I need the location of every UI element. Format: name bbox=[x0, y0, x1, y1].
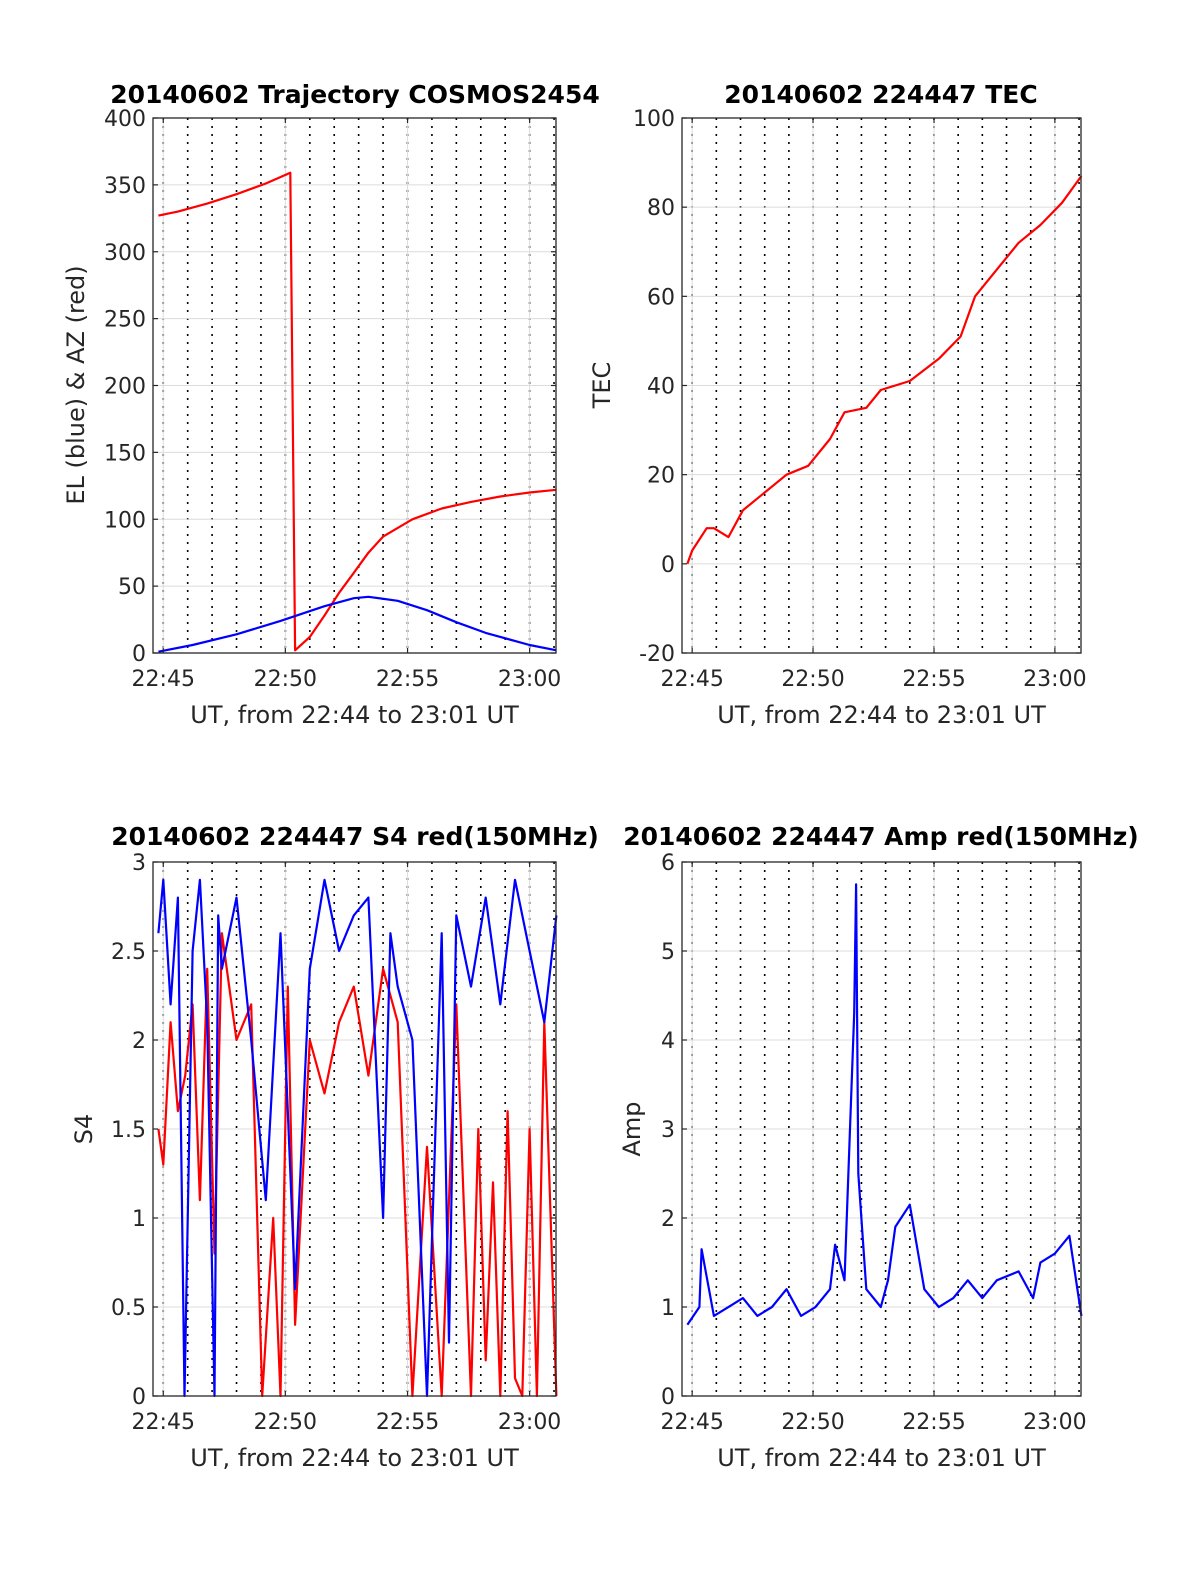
y-axis-label: Amp bbox=[618, 1101, 646, 1156]
y-tick-label: 200 bbox=[104, 375, 146, 400]
y-tick-label: 0 bbox=[661, 1385, 675, 1410]
y-tick-label: 20 bbox=[647, 464, 675, 489]
x-tick-label: 22:45 bbox=[660, 667, 723, 692]
chart-title: 20140602 224447 S4 red(150MHz) bbox=[111, 822, 599, 851]
y-tick-label: 2 bbox=[132, 1029, 146, 1054]
s4-panel: 0 0.5 1 1.5 2 2.5 3 22:45 22:50 22:55 23:00 2014060… bbox=[70, 822, 599, 1472]
y-tick-label: -20 bbox=[639, 642, 675, 667]
series-line-1 bbox=[158, 595, 557, 653]
y-tick-label: 3 bbox=[132, 851, 146, 876]
x-tick-label: 22:55 bbox=[376, 1410, 439, 1435]
y-tick-label: 1.5 bbox=[111, 1118, 146, 1143]
x-tick-label: 22:50 bbox=[781, 1410, 844, 1435]
y-tick-label: 1 bbox=[661, 1296, 675, 1321]
x-tick-label: 22:45 bbox=[660, 1410, 723, 1435]
y-tick-label: 5 bbox=[661, 940, 675, 965]
y-tick-label: 0 bbox=[132, 1385, 146, 1410]
series-line-0 bbox=[686, 175, 1083, 565]
y-tick-label: 100 bbox=[104, 508, 146, 533]
y-tick-label: 350 bbox=[104, 174, 146, 199]
x-axis-label: UT, from 22:44 to 23:01 UT bbox=[190, 1444, 519, 1472]
tec-panel: -20 0 20 40 60 80 100 22:45 22:50 22:55 23:00 20140… bbox=[588, 80, 1087, 729]
y-axis-label: EL (blue) & AZ (red) bbox=[62, 265, 90, 504]
y-axis-label: TEC bbox=[588, 362, 616, 410]
x-tick-label: 22:45 bbox=[132, 1410, 195, 1435]
x-axis-label: UT, from 22:44 to 23:01 UT bbox=[190, 701, 519, 729]
y-tick-label: 6 bbox=[661, 851, 675, 876]
x-tick-label: 23:00 bbox=[1023, 667, 1086, 692]
y-tick-label: 300 bbox=[104, 241, 146, 266]
y-tick-label: 250 bbox=[104, 308, 146, 333]
y-tick-label: 0 bbox=[132, 642, 146, 667]
series-line-0 bbox=[686, 883, 1083, 1326]
x-tick-label: 22:55 bbox=[902, 667, 965, 692]
series-line-0 bbox=[158, 171, 557, 652]
y-tick-label: 40 bbox=[647, 375, 675, 400]
y-tick-label: 2 bbox=[661, 1207, 675, 1232]
x-tick-label: 23:00 bbox=[1023, 1410, 1086, 1435]
y-tick-label: 100 bbox=[633, 107, 675, 132]
chart-title: 20140602 224447 Amp red(150MHz) bbox=[623, 822, 1139, 851]
y-tick-label: 150 bbox=[104, 441, 146, 466]
y-tick-label: 60 bbox=[647, 285, 675, 310]
y-tick-label: 3 bbox=[661, 1118, 675, 1143]
x-axis-label: UT, from 22:44 to 23:01 UT bbox=[717, 1444, 1046, 1472]
y-tick-label: 0.5 bbox=[111, 1296, 146, 1321]
x-tick-label: 22:45 bbox=[132, 667, 195, 692]
series-line-0 bbox=[157, 932, 558, 1398]
y-tick-label: 80 bbox=[647, 196, 675, 221]
series-line-1 bbox=[157, 878, 558, 1398]
chart-title: 20140602 224447 TEC bbox=[724, 80, 1037, 109]
y-tick-label: 400 bbox=[104, 107, 146, 132]
x-tick-label: 22:55 bbox=[376, 667, 439, 692]
x-axis-label: UT, from 22:44 to 23:01 UT bbox=[717, 701, 1046, 729]
x-tick-label: 22:50 bbox=[781, 667, 844, 692]
y-axis-label: S4 bbox=[70, 1114, 98, 1145]
y-tick-label: 4 bbox=[661, 1029, 675, 1054]
chart-title: 20140602 Trajectory COSMOS2454 bbox=[110, 80, 600, 109]
trajectory-panel: 0 50 100 150 200 250 300 350 400 22:45 22:50 22:55 2… bbox=[62, 80, 600, 729]
y-tick-label: 0 bbox=[661, 553, 675, 578]
y-tick-label: 1 bbox=[132, 1207, 146, 1232]
y-tick-label: 50 bbox=[118, 575, 146, 600]
x-tick-label: 23:00 bbox=[498, 1410, 561, 1435]
x-tick-label: 22:55 bbox=[902, 1410, 965, 1435]
amp-panel: 0 1 2 3 4 5 6 22:45 22:50 22:55 23:00 20140602 2244… bbox=[618, 822, 1139, 1472]
x-tick-label: 23:00 bbox=[498, 667, 561, 692]
x-tick-label: 22:50 bbox=[254, 667, 317, 692]
y-tick-label: 2.5 bbox=[111, 940, 146, 965]
x-tick-label: 22:50 bbox=[254, 1410, 317, 1435]
